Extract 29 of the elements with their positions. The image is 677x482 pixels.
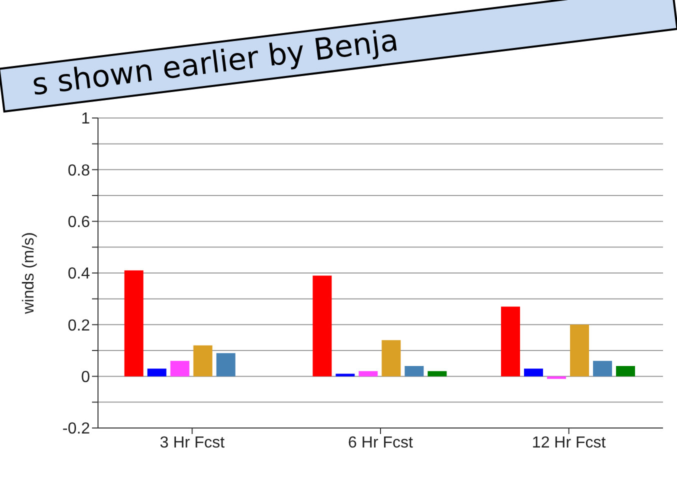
y-tick-label: 0.6 (68, 214, 90, 232)
bar (336, 374, 355, 376)
y-tick-label: 1 (81, 110, 90, 128)
y-tick-label: -0.2 (62, 420, 90, 438)
bar (616, 366, 636, 376)
bar (547, 376, 566, 379)
x-tick-label: 3 Hr Fcst (160, 434, 226, 452)
y-tick-label: 0.4 (68, 266, 90, 283)
bar (428, 371, 447, 376)
y-axis-title: winds (m/s) (20, 232, 38, 315)
bar (570, 324, 590, 376)
x-tick-label: 12 Hr Fcst (532, 434, 606, 452)
y-tick-label: 0.8 (68, 162, 90, 180)
bar (147, 368, 166, 376)
y-tick-label: 0.2 (68, 317, 90, 334)
text: s shown earlier by Benja (0, 0, 677, 113)
bar (501, 306, 520, 376)
bar (170, 360, 190, 376)
bar (382, 340, 401, 376)
bar (593, 360, 612, 376)
bar (524, 368, 544, 376)
bar (358, 371, 378, 376)
bar (404, 366, 424, 376)
bar (193, 345, 212, 376)
x-tick-label: 6 Hr Fcst (348, 434, 414, 452)
bar (216, 353, 236, 376)
bar (312, 276, 332, 376)
bar (124, 270, 144, 376)
y-tick-label: 0 (81, 369, 90, 386)
